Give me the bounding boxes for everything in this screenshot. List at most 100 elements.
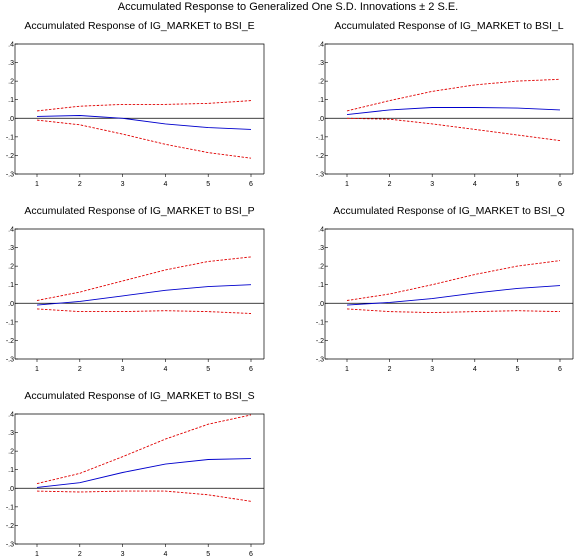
upper-band-line (346, 260, 561, 301)
x-tick-label: 6 (249, 181, 253, 188)
x-tick-label: 6 (558, 181, 562, 188)
y-tick-label: -.2 (6, 338, 14, 345)
y-tick-label: .1 (8, 97, 14, 104)
y-tick-label: .4 (8, 412, 14, 419)
plot-frame (14, 43, 265, 174)
panel-bsi-l: Accumulated Response of IG_MARKET to BSI… (316, 20, 574, 188)
x-tick-label: 4 (163, 551, 167, 558)
y-tick-label: .0 (8, 116, 14, 123)
x-tick-label: 2 (78, 181, 82, 188)
x-tick-label: 5 (206, 551, 210, 558)
y-tick-label: .0 (8, 301, 14, 308)
x-tick-label: 5 (206, 366, 210, 373)
plot-frame (14, 413, 265, 544)
panel-title: Accumulated Response of IG_MARKET to BSI… (24, 20, 254, 32)
panel-title: Accumulated Response of IG_MARKET to BSI… (24, 205, 254, 217)
y-tick-label: .1 (8, 282, 14, 289)
lower-band-line (346, 308, 561, 314)
x-tick-label: 1 (345, 366, 349, 373)
panel-title: Accumulated Response of IG_MARKET to BSI… (24, 390, 254, 402)
y-tick-label: -.2 (316, 153, 324, 160)
y-tick-label: .3 (8, 60, 14, 67)
plot-frame (324, 43, 574, 174)
x-tick-label: 6 (249, 366, 253, 373)
panel-bsi-e: Accumulated Response of IG_MARKET to BSI… (6, 20, 265, 188)
y-tick-label: -.1 (316, 319, 324, 326)
upper-band-line (346, 78, 561, 112)
response-line (346, 285, 561, 306)
y-tick-label: -.2 (6, 153, 14, 160)
y-tick-label: .3 (8, 430, 14, 437)
x-tick-label: 3 (430, 181, 434, 188)
y-tick-label: .4 (318, 227, 324, 234)
panel-title: Accumulated Response of IG_MARKET to BSI… (333, 205, 565, 217)
response-line (36, 115, 252, 130)
y-tick-label: .3 (318, 60, 324, 67)
x-tick-label: 1 (345, 181, 349, 188)
x-tick-label: 2 (78, 551, 82, 558)
x-tick-label: 4 (473, 366, 477, 373)
lower-band-line (36, 119, 252, 159)
x-tick-label: 1 (35, 181, 39, 188)
lower-band-line (36, 308, 252, 314)
y-tick-label: -.2 (6, 523, 14, 530)
panel-title: Accumulated Response of IG_MARKET to BSI… (334, 20, 563, 32)
x-tick-label: 2 (388, 181, 392, 188)
response-line (36, 284, 252, 306)
y-tick-label: .2 (8, 264, 14, 271)
x-tick-label: 5 (515, 366, 519, 373)
x-tick-label: 3 (430, 366, 434, 373)
y-tick-label: -.1 (6, 319, 14, 326)
y-tick-label: .1 (8, 467, 14, 474)
y-tick-label: .3 (8, 245, 14, 252)
y-tick-label: .0 (8, 486, 14, 493)
y-tick-label: .2 (318, 79, 324, 86)
x-tick-label: 2 (78, 366, 82, 373)
upper-band-line (36, 414, 252, 485)
x-tick-label: 2 (388, 366, 392, 373)
x-tick-label: 3 (121, 366, 125, 373)
y-tick-label: .4 (318, 42, 324, 49)
y-tick-label: .0 (318, 116, 324, 123)
plot-frame (14, 228, 265, 359)
x-tick-label: 5 (515, 181, 519, 188)
y-tick-label: -.1 (316, 134, 324, 141)
x-tick-label: 4 (473, 181, 477, 188)
lower-band-line (346, 117, 561, 142)
x-tick-label: 4 (163, 181, 167, 188)
y-tick-label: -.3 (6, 357, 14, 364)
x-tick-label: 6 (558, 366, 562, 373)
y-tick-label: .2 (8, 449, 14, 456)
x-tick-label: 6 (249, 551, 253, 558)
x-tick-label: 1 (35, 551, 39, 558)
y-tick-label: .4 (8, 227, 14, 234)
y-tick-label: -.3 (316, 172, 324, 179)
panel-bsi-s: Accumulated Response of IG_MARKET to BSI… (6, 390, 265, 558)
y-tick-label: .1 (318, 97, 324, 104)
y-tick-label: .0 (318, 301, 324, 308)
upper-band-line (36, 256, 252, 301)
upper-band-line (36, 100, 252, 112)
response-line (36, 458, 252, 488)
y-tick-label: -.3 (6, 542, 14, 549)
x-tick-label: 4 (163, 366, 167, 373)
figure-title: Accumulated Response to Generalized One … (117, 1, 459, 13)
y-tick-label: -.1 (6, 504, 14, 511)
y-tick-label: .1 (318, 282, 324, 289)
y-tick-label: .3 (318, 245, 324, 252)
x-tick-label: 5 (206, 181, 210, 188)
y-tick-label: .2 (318, 264, 324, 271)
panel-bsi-q: Accumulated Response of IG_MARKET to BSI… (316, 205, 574, 373)
x-tick-label: 3 (121, 181, 125, 188)
y-tick-label: -.3 (316, 357, 324, 364)
x-tick-label: 3 (121, 551, 125, 558)
lower-band-line (36, 490, 252, 502)
y-tick-label: .2 (8, 79, 14, 86)
plot-frame (324, 228, 574, 359)
y-tick-label: -.3 (6, 172, 14, 179)
y-tick-label: -.2 (316, 338, 324, 345)
panel-bsi-p: Accumulated Response of IG_MARKET to BSI… (6, 205, 265, 373)
y-tick-label: -.1 (6, 134, 14, 141)
x-tick-label: 1 (35, 366, 39, 373)
